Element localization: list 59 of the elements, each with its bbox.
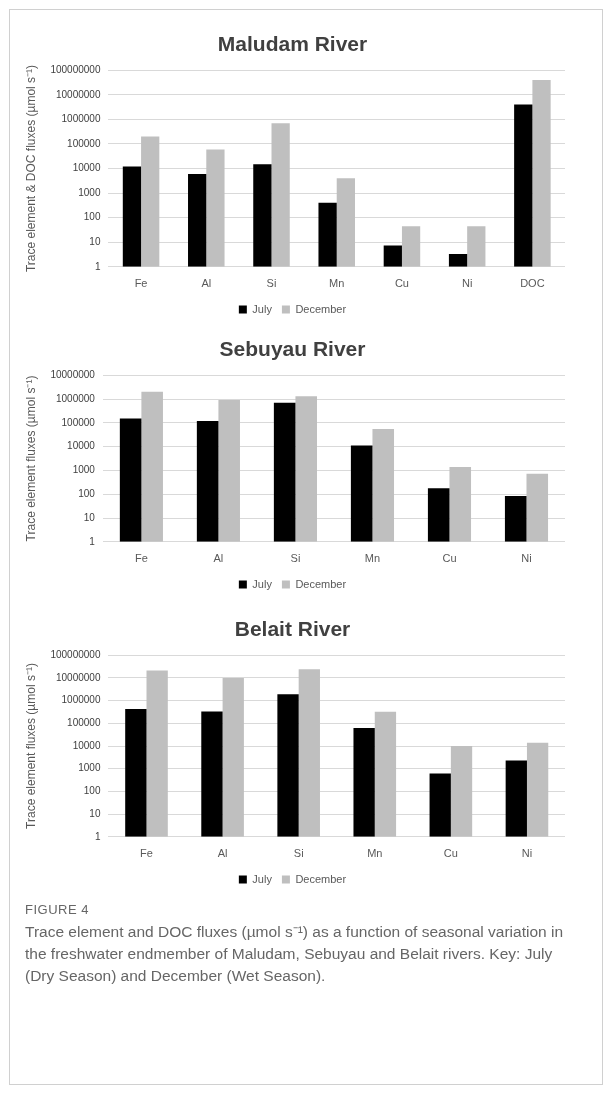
x-tick-label: Fe bbox=[140, 847, 153, 860]
y-tick-label: 10000000 bbox=[55, 88, 101, 100]
y-tick-label: 10 bbox=[83, 511, 96, 523]
x-tick-label: Si bbox=[266, 277, 277, 290]
x-tick-label: Mn bbox=[329, 277, 345, 290]
y-tick-label: 1 bbox=[94, 830, 101, 842]
y-tick-label: 10000000 bbox=[50, 368, 96, 380]
x-tick-label: Al bbox=[201, 277, 212, 290]
x-tick-label: Mn bbox=[367, 847, 383, 860]
legend-label: July bbox=[252, 872, 273, 885]
y-tick-label: 100 bbox=[83, 785, 101, 797]
chart-title: Sebuyau River bbox=[219, 337, 366, 361]
x-tick-label: Al bbox=[217, 847, 228, 860]
x-tick-label: Mn bbox=[364, 552, 381, 565]
x-tick-label: Si bbox=[293, 847, 304, 860]
y-axis-title: Trace element fluxes (µmol s⁻¹) bbox=[23, 663, 38, 829]
y-tick-label: 1000000 bbox=[55, 392, 96, 404]
y-tick-label: 100000 bbox=[67, 717, 101, 729]
x-tick-label: Cu bbox=[443, 847, 458, 860]
y-tick-label: 10000 bbox=[72, 162, 101, 174]
y-axis-title: Trace element & DOC fluxes (µmol s⁻¹) bbox=[23, 64, 38, 273]
y-tick-label: 1000 bbox=[72, 464, 96, 476]
y-tick-label: 1 bbox=[89, 535, 96, 547]
y-tick-label: 100000000 bbox=[50, 648, 101, 660]
y-tick-label: 1000 bbox=[78, 762, 101, 774]
legend-label: July bbox=[252, 302, 273, 315]
y-tick-label: 10000 bbox=[72, 739, 101, 751]
caption: FIGURE 4 bbox=[25, 902, 90, 917]
y-tick-label: 100 bbox=[83, 211, 101, 223]
x-tick-label: Ni bbox=[521, 552, 532, 565]
x-tick-label: Ni bbox=[521, 847, 533, 860]
y-tick-label: 1 bbox=[94, 260, 101, 272]
chart-title: Belait River bbox=[234, 617, 351, 641]
y-tick-label: 1000 bbox=[78, 186, 101, 198]
x-tick-label: Cu bbox=[442, 552, 457, 565]
y-tick-label: 10000000 bbox=[55, 671, 101, 683]
legend-label: December bbox=[295, 302, 347, 315]
y-tick-label: 100000 bbox=[67, 137, 101, 149]
y-tick-label: 1000000 bbox=[61, 694, 101, 706]
x-tick-label: Al bbox=[213, 552, 224, 565]
legend-label: December bbox=[295, 577, 347, 590]
x-tick-label: Si bbox=[290, 552, 301, 565]
legend-label: December bbox=[295, 872, 347, 885]
y-tick-label: 10 bbox=[89, 807, 101, 819]
legend-label: July bbox=[252, 577, 273, 590]
x-tick-label: Cu bbox=[394, 277, 409, 290]
x-tick-label: Fe bbox=[134, 277, 148, 290]
y-tick-label: 1000000 bbox=[61, 113, 101, 125]
y-tick-label: 100000000 bbox=[50, 63, 101, 75]
x-tick-label: DOC bbox=[520, 277, 545, 290]
y-tick-label: 100 bbox=[78, 487, 96, 499]
y-tick-label: 100000 bbox=[61, 416, 96, 428]
text: Trace element and DOC fluxes (µmol s⁻¹) as a function of seasonal variation in the freshwater endmember of Maludam, Sebuyau and Belait rivers. Key: July (Dry Season) and December (Wet Season). bbox=[25, 922, 564, 986]
y-axis-title: Trace element fluxes (µmol s⁻¹) bbox=[23, 375, 38, 542]
y-tick-label: 10000 bbox=[67, 440, 96, 452]
x-tick-label: Fe bbox=[134, 552, 148, 565]
x-tick-label: Ni bbox=[461, 277, 473, 290]
chart-title: Maludam River bbox=[217, 32, 368, 56]
y-tick-label: 10 bbox=[89, 235, 101, 247]
